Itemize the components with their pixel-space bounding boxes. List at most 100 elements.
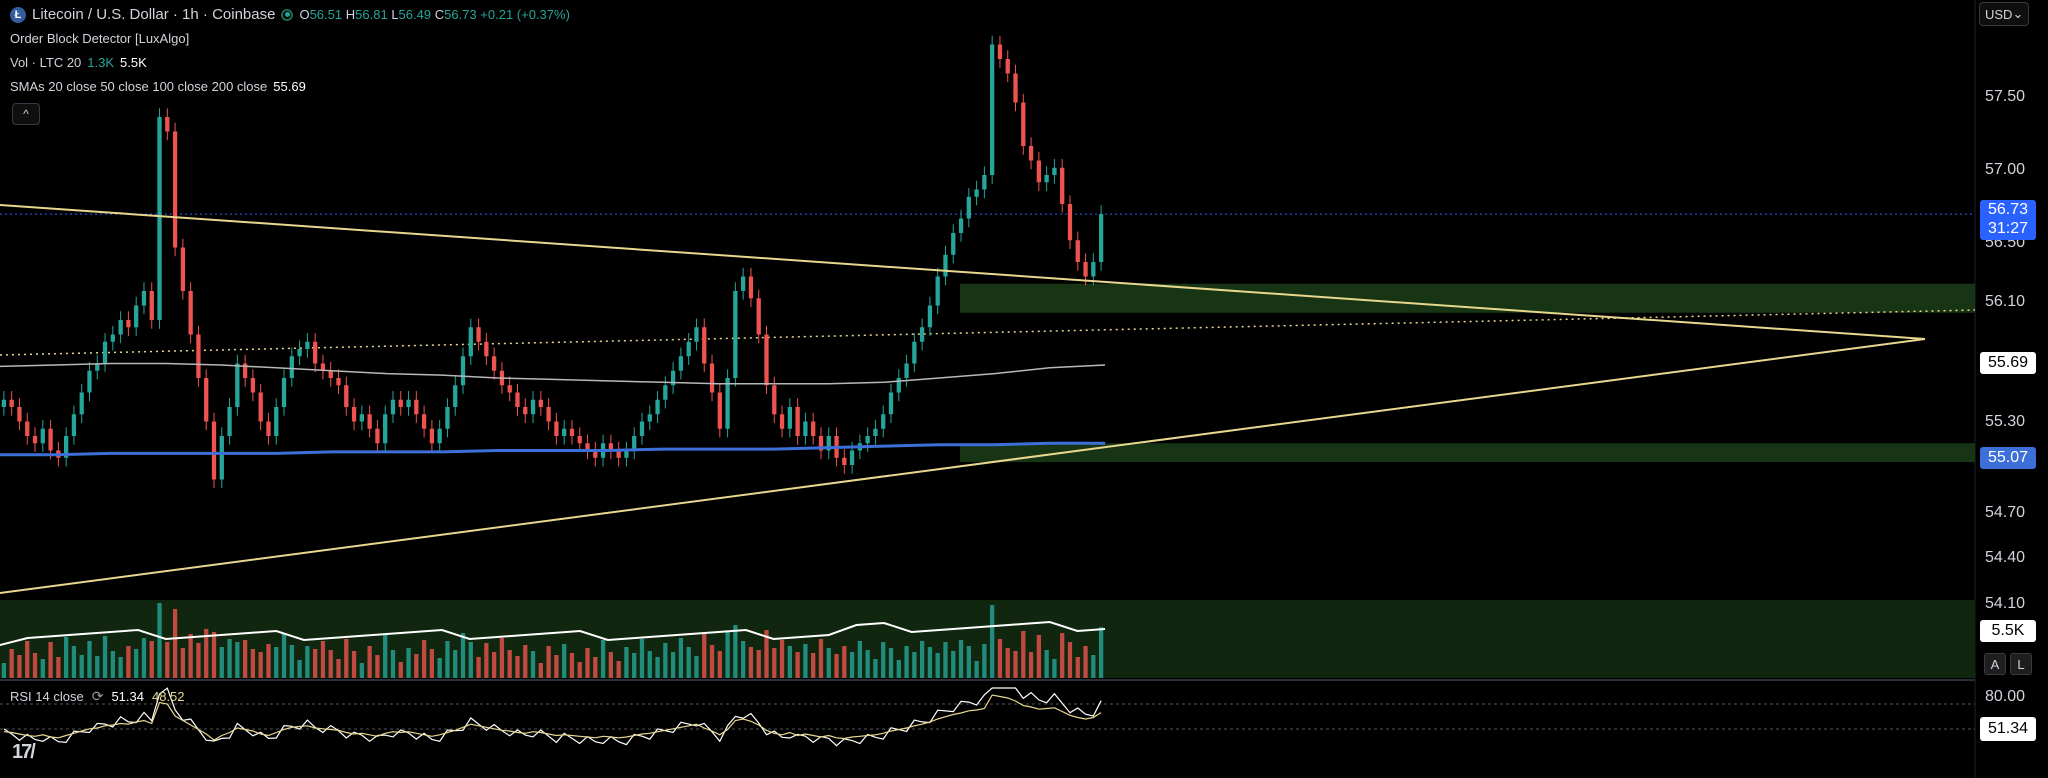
auto-scale-button[interactable]: A <box>1984 653 2006 675</box>
candle-body <box>725 378 730 429</box>
currency-selector[interactable]: USD ⌄ <box>1979 2 2029 26</box>
candle-body <box>110 334 115 342</box>
candle-body <box>639 421 645 436</box>
candle-body <box>694 327 699 342</box>
candle-body <box>281 378 287 407</box>
volume-indicator[interactable]: Vol · LTC 20 1.3K 5.5K <box>10 55 147 70</box>
log-scale-button[interactable]: L <box>2010 653 2032 675</box>
candle-body <box>453 385 458 407</box>
volume-bar <box>141 638 147 678</box>
candle-body <box>1060 167 1065 204</box>
rsi-tag: 51.34 <box>1980 717 2036 741</box>
candle-body <box>624 450 629 458</box>
volume-bar <box>593 657 598 678</box>
volume-bar <box>188 634 193 678</box>
candle-body <box>313 341 318 364</box>
volume-bar <box>383 635 388 678</box>
symbol-title[interactable]: Litecoin / U.S. Dollar · 1h · Coinbase <box>32 6 276 23</box>
candle-body <box>258 392 263 422</box>
volume-bar <box>126 646 131 678</box>
candle-body <box>406 399 411 407</box>
volume-bar <box>974 661 979 678</box>
candle-body <box>686 341 691 357</box>
upper-trendline <box>0 204 1926 340</box>
volume-bar <box>1083 646 1088 678</box>
volume-bar <box>741 641 746 678</box>
volume-bar <box>110 651 115 678</box>
volume-bar <box>764 630 769 678</box>
volume-bar <box>149 641 154 678</box>
volume-bar <box>554 655 559 678</box>
candle-body <box>414 399 419 415</box>
volume-bar <box>803 644 808 678</box>
volume-bar <box>686 647 691 678</box>
candle-body <box>538 399 543 407</box>
candle-body <box>421 414 427 429</box>
volume-bar <box>818 639 824 678</box>
candle-body <box>554 421 559 436</box>
candle-body <box>1075 240 1080 262</box>
volume-bar <box>1052 659 1057 678</box>
candle-body <box>523 407 528 415</box>
volume-bar <box>1 663 7 678</box>
litecoin-icon: Ł <box>10 6 26 23</box>
candle-body <box>927 305 933 328</box>
candle-body <box>491 356 497 371</box>
refresh-icon: ⟳ <box>91 688 104 704</box>
candle-body <box>180 247 186 291</box>
candle-body <box>1028 146 1034 161</box>
candle-body <box>48 428 53 451</box>
volume-bar <box>157 603 162 678</box>
rsi-label: RSI 14 close <box>10 689 84 704</box>
candle-body <box>219 436 224 480</box>
candle-body <box>772 385 777 415</box>
candle-body <box>919 327 925 342</box>
volume-bar <box>717 651 722 678</box>
chevron-down-icon: ⌄ <box>2012 6 2024 21</box>
candle-body <box>632 436 637 451</box>
volume-bar <box>639 639 645 678</box>
volume-bar <box>258 652 263 678</box>
volume-bar <box>811 653 816 678</box>
candle-body <box>359 414 364 422</box>
rsi-legend[interactable]: RSI 14 close ⟳ 51.34 48.52 <box>10 688 185 705</box>
volume-bar <box>663 643 668 678</box>
volume-bar <box>632 653 637 678</box>
volume-ma-value: 5.5K <box>120 55 147 70</box>
volume-bar <box>881 642 886 678</box>
candle-body <box>71 414 77 436</box>
candle-body <box>507 385 512 393</box>
order-block-zone <box>960 443 1975 463</box>
high-value: 56.81 <box>355 7 388 22</box>
volume-bar <box>406 648 411 678</box>
rsi-signal-line <box>3 694 1102 741</box>
order-block-indicator[interactable]: Order Block Detector [LuxAlgo] <box>10 31 189 46</box>
candle-body <box>383 414 388 444</box>
volume-bar <box>935 653 940 678</box>
tradingview-logo[interactable]: 17/ <box>12 741 36 763</box>
volume-bar <box>1091 655 1096 678</box>
candle-body <box>741 276 746 291</box>
volume-bar <box>842 646 847 678</box>
volume-tag: 5.5K <box>1980 620 2036 642</box>
volume-bar <box>507 650 512 678</box>
candle-body <box>445 407 450 429</box>
volume-bar <box>772 648 777 678</box>
candle-body <box>811 421 816 436</box>
sma-label: SMAs 20 close 50 close 100 close 200 clo… <box>10 79 268 94</box>
open-label: O <box>299 7 310 22</box>
volume-bar <box>927 647 933 678</box>
volume-bar <box>624 647 629 678</box>
collapse-legend-button[interactable]: ^ <box>12 103 40 125</box>
candle-body <box>608 443 614 451</box>
sma-indicator[interactable]: SMAs 20 close 50 close 100 close 200 clo… <box>10 79 306 94</box>
rsi-axis-label: 80.00 <box>1985 688 2026 705</box>
candle-body <box>1098 214 1104 262</box>
candle-body <box>787 407 792 429</box>
candle-body <box>982 175 987 190</box>
candle-body <box>134 305 139 328</box>
candle-body <box>803 421 808 436</box>
candle-body <box>476 327 481 342</box>
volume-bar <box>585 648 590 678</box>
